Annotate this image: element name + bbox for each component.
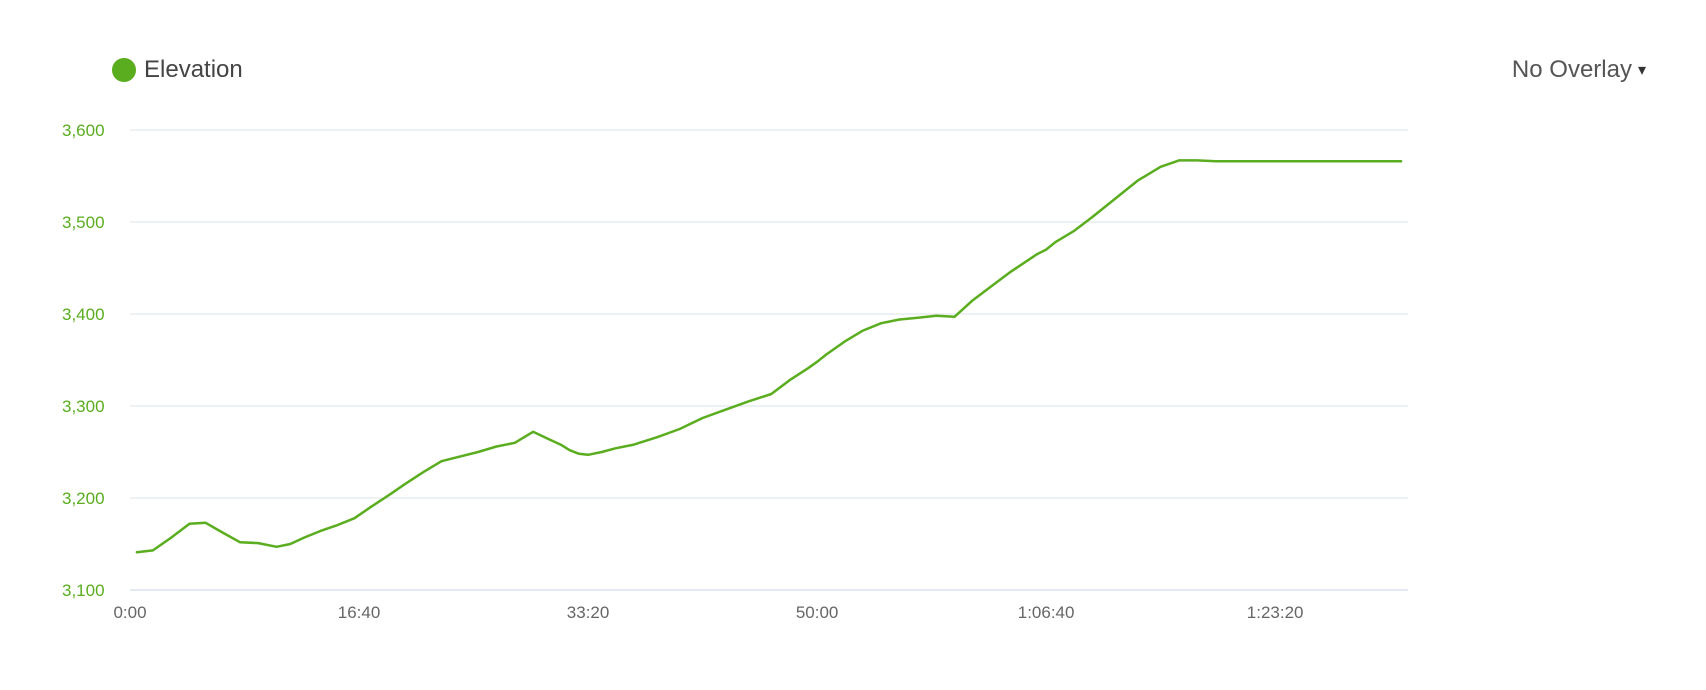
x-tick-label: 33:20 — [567, 603, 610, 622]
overlay-label: No Overlay — [1511, 56, 1632, 83]
x-axis-ticks: 0:00 16:40 33:20 50:00 1:06:40 1:23:20 — [113, 603, 1303, 622]
elevation-line[interactable] — [135, 159, 1403, 554]
y-tick-label: 3,600 — [62, 121, 105, 140]
legend[interactable]: Elevation — [112, 56, 243, 84]
overlay-dropdown[interactable]: No Overlay ▾ — [1512, 56, 1646, 84]
x-tick-label: 16:40 — [338, 603, 381, 622]
y-axis-ticks: 3,600 3,500 3,400 3,300 3,200 3,100 — [62, 121, 105, 600]
x-tick-label: 50:00 — [796, 603, 839, 622]
y-tick-label: 3,100 — [62, 581, 105, 600]
y-tick-label: 3,400 — [62, 305, 105, 324]
dropdown-arrow-icon: ▾ — [1637, 62, 1646, 79]
y-tick-label: 3,500 — [62, 213, 105, 232]
y-tick-label: 3,300 — [62, 397, 105, 416]
y-tick-label: 3,200 — [62, 489, 105, 508]
series-group — [135, 159, 1403, 554]
x-tick-label: 1:06:40 — [1018, 603, 1075, 622]
x-tick-label: 1:23:20 — [1247, 603, 1304, 622]
legend-dot-icon — [112, 58, 136, 82]
x-tick-label: 0:00 — [113, 603, 146, 622]
grid-lines — [130, 129, 1408, 591]
legend-label: Elevation — [144, 56, 243, 83]
